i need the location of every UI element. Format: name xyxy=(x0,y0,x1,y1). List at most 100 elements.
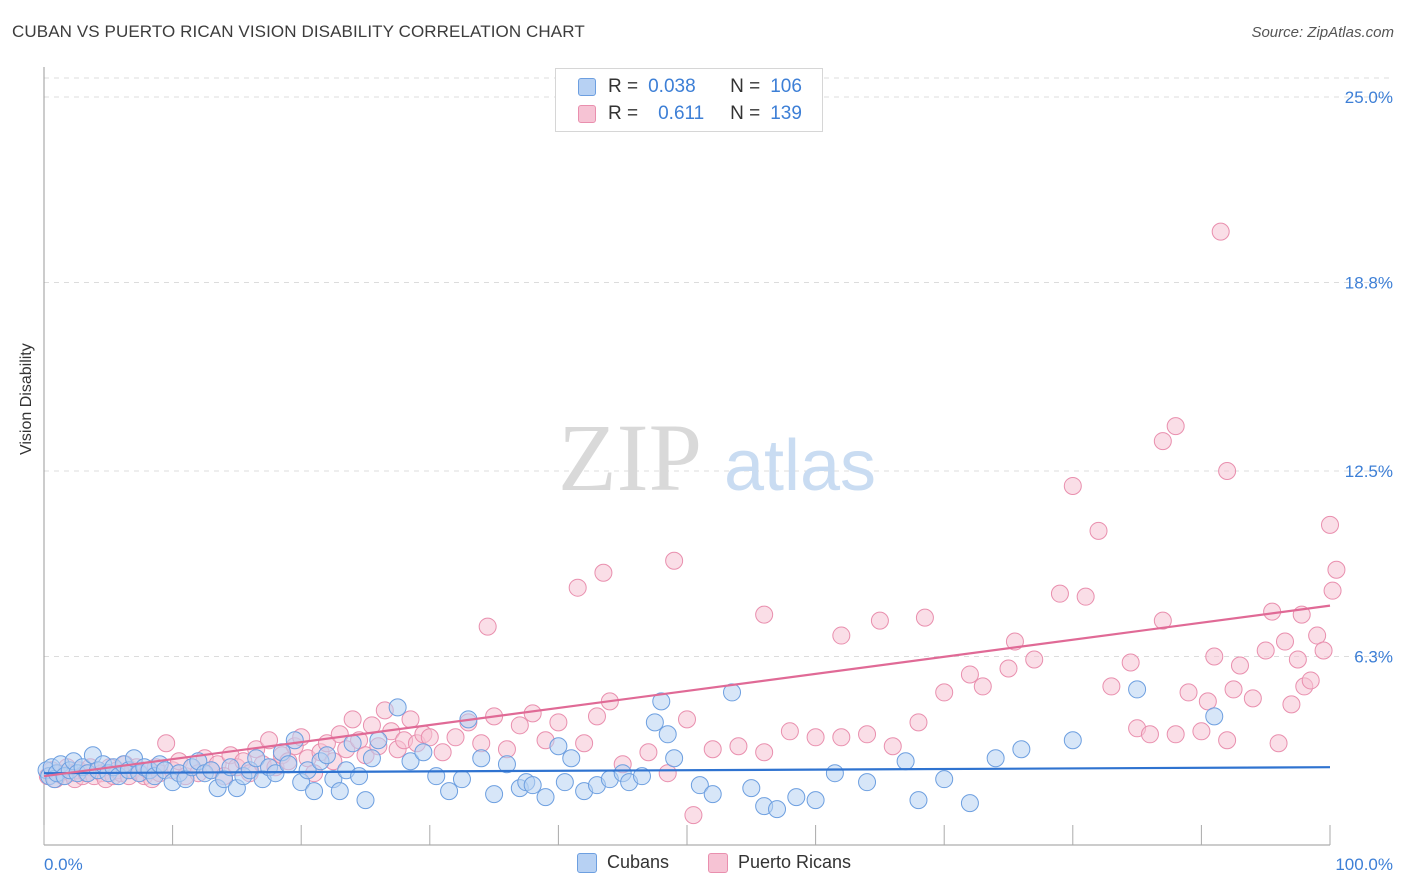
stats-r-key: R = xyxy=(608,103,639,124)
point-puerto-ricans xyxy=(973,677,992,696)
point-puerto-ricans xyxy=(1121,653,1140,672)
trend-line-puerto-ricans xyxy=(43,604,1331,778)
x-tick-label: 100.0% xyxy=(1335,855,1393,874)
point-cubans xyxy=(645,713,664,732)
point-cubans xyxy=(388,698,407,717)
point-cubans xyxy=(427,767,446,786)
point-cubans xyxy=(298,761,317,780)
stats-r-key: R = xyxy=(608,76,639,97)
point-puerto-ricans xyxy=(523,704,542,723)
point-cubans xyxy=(935,770,954,789)
point-puerto-ricans xyxy=(858,725,877,744)
point-cubans xyxy=(485,785,504,804)
chart-title: CUBAN VS PUERTO RICAN VISION DISABILITY … xyxy=(12,22,585,41)
point-cubans xyxy=(472,749,491,768)
point-cubans xyxy=(1063,731,1082,750)
point-cubans xyxy=(247,749,266,768)
point-cubans xyxy=(768,800,787,819)
point-puerto-ricans xyxy=(1314,641,1333,660)
point-cubans xyxy=(632,767,651,786)
point-cubans xyxy=(665,749,684,768)
legend-puerto-ricans: Puerto Ricans xyxy=(708,852,851,873)
point-cubans xyxy=(986,749,1005,768)
point-cubans xyxy=(1128,680,1147,699)
series-puerto-ricans xyxy=(38,222,1346,825)
point-puerto-ricans xyxy=(1218,731,1237,750)
point-cubans xyxy=(523,776,542,795)
point-puerto-ricans xyxy=(1089,521,1108,540)
x-tick-label: 0.0% xyxy=(44,855,83,874)
legend-label-cubans: Cubans xyxy=(607,852,670,872)
point-cubans xyxy=(202,761,221,780)
point-puerto-ricans xyxy=(729,737,748,756)
point-puerto-ricans xyxy=(575,734,594,753)
point-puerto-ricans xyxy=(755,605,774,624)
point-cubans xyxy=(562,749,581,768)
point-puerto-ricans xyxy=(1050,584,1069,603)
point-cubans xyxy=(362,749,381,768)
point-puerto-ricans xyxy=(594,563,613,582)
legend-swatch-cubans xyxy=(577,852,597,873)
point-cubans xyxy=(330,782,349,801)
point-puerto-ricans xyxy=(568,578,587,597)
point-puerto-ricans xyxy=(832,626,851,645)
point-puerto-ricans xyxy=(999,659,1018,678)
trend-lines xyxy=(43,604,1331,778)
point-puerto-ricans xyxy=(658,764,677,783)
point-puerto-ricans xyxy=(909,713,928,732)
point-puerto-ricans xyxy=(401,710,420,729)
point-puerto-ricans xyxy=(935,683,954,702)
point-puerto-ricans xyxy=(549,713,568,732)
point-puerto-ricans xyxy=(665,551,684,570)
watermark-atlas: atlas xyxy=(724,426,876,506)
point-cubans xyxy=(317,746,336,765)
stats-swatch-puerto-ricans xyxy=(578,105,596,123)
point-puerto-ricans xyxy=(1166,417,1185,436)
point-puerto-ricans xyxy=(1102,677,1121,696)
point-puerto-ricans xyxy=(1211,222,1230,241)
point-cubans xyxy=(350,767,369,786)
point-puerto-ricans xyxy=(1166,725,1185,744)
point-cubans xyxy=(858,773,877,792)
point-cubans xyxy=(652,692,671,711)
y-tick-label: 6.3% xyxy=(1354,648,1393,667)
legend-swatch-puerto-ricans xyxy=(708,852,728,873)
point-cubans xyxy=(806,791,825,810)
point-puerto-ricans xyxy=(472,734,491,753)
stats-box: R = 0.038 N = 106 R = 0.611 N = 139 xyxy=(555,68,823,132)
point-cubans xyxy=(305,782,324,801)
point-puerto-ricans xyxy=(755,743,774,762)
point-puerto-ricans xyxy=(510,716,529,735)
point-cubans xyxy=(356,791,375,810)
source-label: Source: ZipAtlas.com xyxy=(1251,24,1394,41)
point-puerto-ricans xyxy=(915,608,934,627)
point-puerto-ricans xyxy=(780,722,799,741)
point-puerto-ricans xyxy=(1224,680,1243,699)
point-puerto-ricans xyxy=(433,743,452,762)
point-cubans xyxy=(1012,740,1031,759)
stats-n-value: 139 xyxy=(770,103,802,124)
point-puerto-ricans xyxy=(1288,650,1307,669)
point-puerto-ricans xyxy=(703,740,722,759)
stats-r-value: 0.038 xyxy=(648,76,696,97)
point-puerto-ricans xyxy=(1327,560,1346,579)
stats-n-key: N = xyxy=(730,103,761,124)
watermark: ZIP atlas xyxy=(558,404,876,511)
point-cubans xyxy=(825,764,844,783)
point-cubans xyxy=(1205,707,1224,726)
point-puerto-ricans xyxy=(832,728,851,747)
point-puerto-ricans xyxy=(1153,432,1172,451)
point-puerto-ricans xyxy=(960,665,979,684)
point-puerto-ricans xyxy=(587,707,606,726)
point-puerto-ricans xyxy=(1269,734,1288,753)
point-cubans xyxy=(658,725,677,744)
point-puerto-ricans xyxy=(1218,462,1237,480)
point-puerto-ricans xyxy=(446,728,465,747)
point-puerto-ricans xyxy=(1256,641,1275,660)
tick-labels: 6.3% 12.5% 18.8% 25.0% 0.0% 100.0% xyxy=(44,88,1393,874)
point-puerto-ricans xyxy=(1243,689,1262,708)
point-cubans xyxy=(401,752,420,771)
stats-n-value: 106 xyxy=(770,76,802,97)
point-cubans xyxy=(909,791,928,810)
y-tick-label: 18.8% xyxy=(1345,274,1393,293)
